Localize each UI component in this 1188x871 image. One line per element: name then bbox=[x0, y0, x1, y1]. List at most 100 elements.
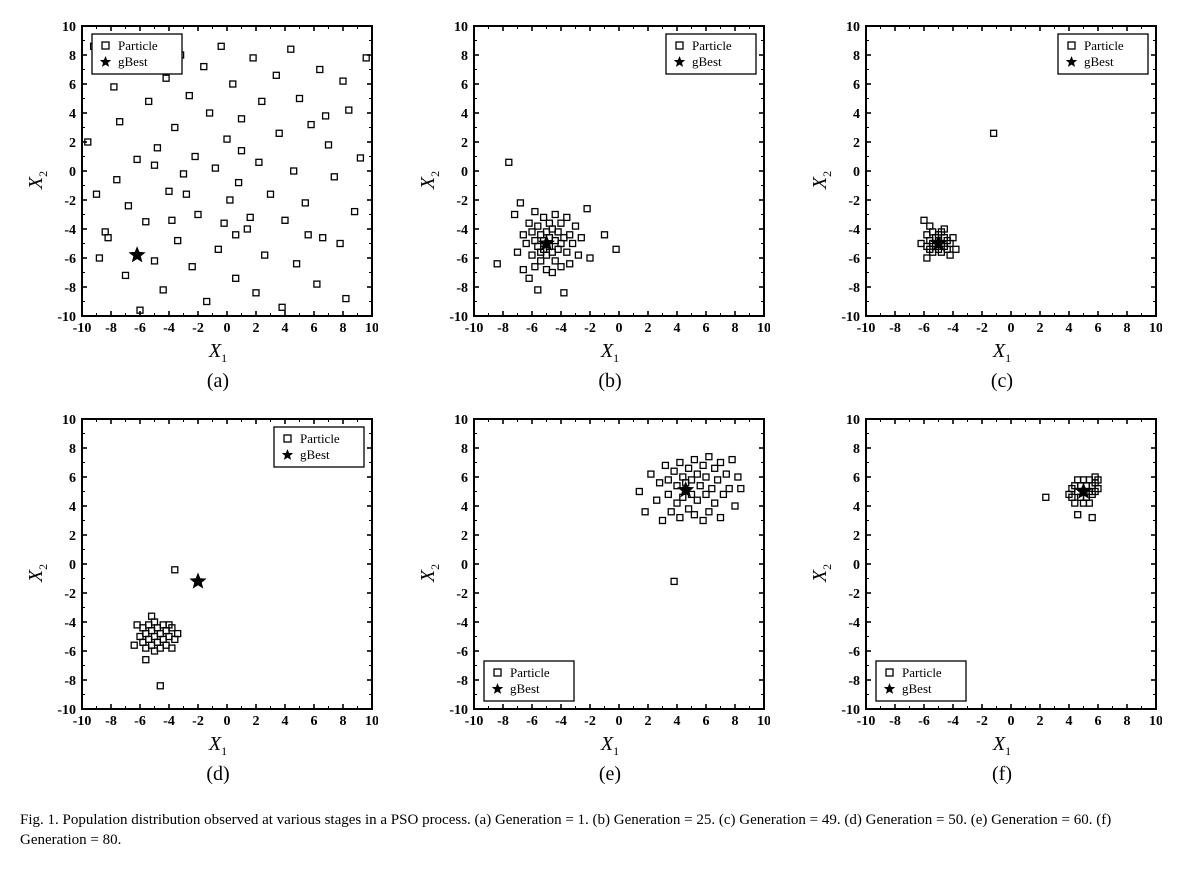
legend-particle-label: Particle bbox=[692, 38, 732, 53]
figure-caption: Fig. 1. Population distribution observed… bbox=[20, 810, 1168, 851]
svg-text:8: 8 bbox=[340, 714, 347, 729]
xlabel: X1 bbox=[209, 733, 227, 759]
scatter-plot: -10-8-6-4-20246810-10-8-6-4-20246810Part… bbox=[442, 413, 770, 733]
panel-label: (c) bbox=[991, 370, 1013, 393]
panel-grid: X2 -10 -8 -6 -4 -2 0 2 4 6 8 10 -10 -8 -6 -4 -2 0 2 4 6 8 10 Pa… bbox=[20, 20, 1168, 786]
panel-label: (e) bbox=[599, 763, 621, 786]
svg-text:-10: -10 bbox=[449, 310, 468, 325]
svg-text:-8: -8 bbox=[105, 321, 117, 336]
svg-text:4: 4 bbox=[1066, 321, 1073, 336]
svg-text:2: 2 bbox=[853, 529, 860, 544]
svg-text:8: 8 bbox=[732, 321, 739, 336]
legend-particle-label: Particle bbox=[300, 431, 340, 446]
svg-text:2: 2 bbox=[645, 321, 652, 336]
svg-text:8: 8 bbox=[853, 49, 860, 64]
svg-text:6: 6 bbox=[1095, 321, 1102, 336]
svg-text:2: 2 bbox=[253, 714, 260, 729]
panel-f: X2-10-8-6-4-20246810-10-8-6-4-20246810Pa… bbox=[804, 413, 1168, 786]
legend: ParticlegBest bbox=[92, 34, 182, 74]
svg-text:8: 8 bbox=[1124, 714, 1131, 729]
svg-text:-4: -4 bbox=[848, 616, 860, 631]
svg-text:-8: -8 bbox=[497, 321, 509, 336]
svg-text:8: 8 bbox=[732, 714, 739, 729]
legend-particle-label: Particle bbox=[1084, 38, 1124, 53]
svg-text:-6: -6 bbox=[64, 645, 76, 660]
svg-text:-2: -2 bbox=[192, 714, 204, 729]
svg-text:10: 10 bbox=[846, 413, 860, 428]
svg-text:-10: -10 bbox=[841, 703, 860, 718]
svg-text:-6: -6 bbox=[456, 252, 468, 267]
xlabel: X1 bbox=[601, 733, 619, 759]
svg-text:6: 6 bbox=[1095, 714, 1102, 729]
svg-text:10: 10 bbox=[1149, 321, 1162, 336]
ylabel: X2 bbox=[809, 561, 835, 585]
svg-text:8: 8 bbox=[853, 442, 860, 457]
svg-text:2: 2 bbox=[645, 714, 652, 729]
svg-text:8: 8 bbox=[69, 442, 76, 457]
svg-text:-4: -4 bbox=[947, 714, 959, 729]
svg-text:0: 0 bbox=[1008, 321, 1015, 336]
xlabel: X1 bbox=[993, 733, 1011, 759]
svg-text:4: 4 bbox=[674, 714, 681, 729]
svg-text:6: 6 bbox=[853, 78, 860, 93]
panel-e: X2-10-8-6-4-20246810-10-8-6-4-20246810Pa… bbox=[412, 413, 776, 786]
scatter-plot: -10-8-6-4-20246810-10-8-6-4-20246810Part… bbox=[50, 413, 378, 733]
svg-text:2: 2 bbox=[69, 529, 76, 544]
figure-1: X2 -10 -8 -6 -4 -2 0 2 4 6 8 10 -10 -8 -6 -4 -2 0 2 4 6 8 10 Pa… bbox=[20, 20, 1168, 851]
svg-text:-4: -4 bbox=[163, 714, 175, 729]
svg-text:-4: -4 bbox=[848, 223, 860, 238]
svg-text:2: 2 bbox=[461, 136, 468, 151]
svg-text:10: 10 bbox=[365, 321, 378, 336]
legend: ParticlegBest bbox=[274, 427, 364, 467]
svg-text:-6: -6 bbox=[848, 645, 860, 660]
svg-text:8: 8 bbox=[69, 49, 76, 64]
svg-text:-2: -2 bbox=[192, 321, 204, 336]
legend-particle-label: Particle bbox=[510, 665, 550, 680]
svg-text:0: 0 bbox=[616, 321, 623, 336]
svg-text:-8: -8 bbox=[64, 674, 76, 689]
svg-text:8: 8 bbox=[461, 442, 468, 457]
svg-text:-6: -6 bbox=[456, 645, 468, 660]
svg-text:8: 8 bbox=[340, 321, 347, 336]
scatter-plot: -10-8-6-4-20246810-10-8-6-4-20246810Part… bbox=[834, 413, 1162, 733]
svg-text:-6: -6 bbox=[64, 252, 76, 267]
svg-text:4: 4 bbox=[282, 714, 289, 729]
legend-gbest-label: gBest bbox=[118, 54, 148, 69]
svg-text:10: 10 bbox=[454, 413, 468, 428]
svg-text:-2: -2 bbox=[976, 321, 988, 336]
svg-text:0: 0 bbox=[224, 321, 231, 336]
svg-text:6: 6 bbox=[461, 471, 468, 486]
svg-text:-4: -4 bbox=[555, 321, 567, 336]
svg-text:0: 0 bbox=[853, 558, 860, 573]
svg-text:-8: -8 bbox=[497, 714, 509, 729]
svg-text:-6: -6 bbox=[918, 714, 930, 729]
svg-text:0: 0 bbox=[69, 165, 76, 180]
svg-text:6: 6 bbox=[853, 471, 860, 486]
svg-text:-10: -10 bbox=[57, 310, 76, 325]
xlabel: X1 bbox=[601, 340, 619, 366]
svg-text:-4: -4 bbox=[555, 714, 567, 729]
svg-text:4: 4 bbox=[853, 107, 860, 122]
legend-gbest-label: gBest bbox=[902, 681, 932, 696]
svg-text:10: 10 bbox=[62, 20, 76, 35]
svg-text:10: 10 bbox=[757, 321, 770, 336]
svg-text:6: 6 bbox=[69, 471, 76, 486]
svg-text:4: 4 bbox=[282, 321, 289, 336]
svg-text:-2: -2 bbox=[456, 194, 468, 209]
panel-c: X2-10-8-6-4-20246810-10-8-6-4-20246810Pa… bbox=[804, 20, 1168, 393]
svg-text:0: 0 bbox=[461, 165, 468, 180]
svg-text:6: 6 bbox=[311, 321, 318, 336]
svg-text:-4: -4 bbox=[163, 321, 175, 336]
svg-text:-2: -2 bbox=[976, 714, 988, 729]
svg-text:-4: -4 bbox=[947, 321, 959, 336]
svg-text:10: 10 bbox=[62, 413, 76, 428]
scatter-plot: -10-8-6-4-20246810-10-8-6-4-20246810Part… bbox=[834, 20, 1162, 340]
svg-text:0: 0 bbox=[1008, 714, 1015, 729]
svg-text:0: 0 bbox=[69, 558, 76, 573]
svg-text:6: 6 bbox=[703, 321, 710, 336]
svg-text:-8: -8 bbox=[889, 321, 901, 336]
svg-text:-6: -6 bbox=[526, 321, 538, 336]
svg-text:-2: -2 bbox=[584, 321, 596, 336]
svg-text:6: 6 bbox=[311, 714, 318, 729]
svg-text:-6: -6 bbox=[134, 714, 146, 729]
